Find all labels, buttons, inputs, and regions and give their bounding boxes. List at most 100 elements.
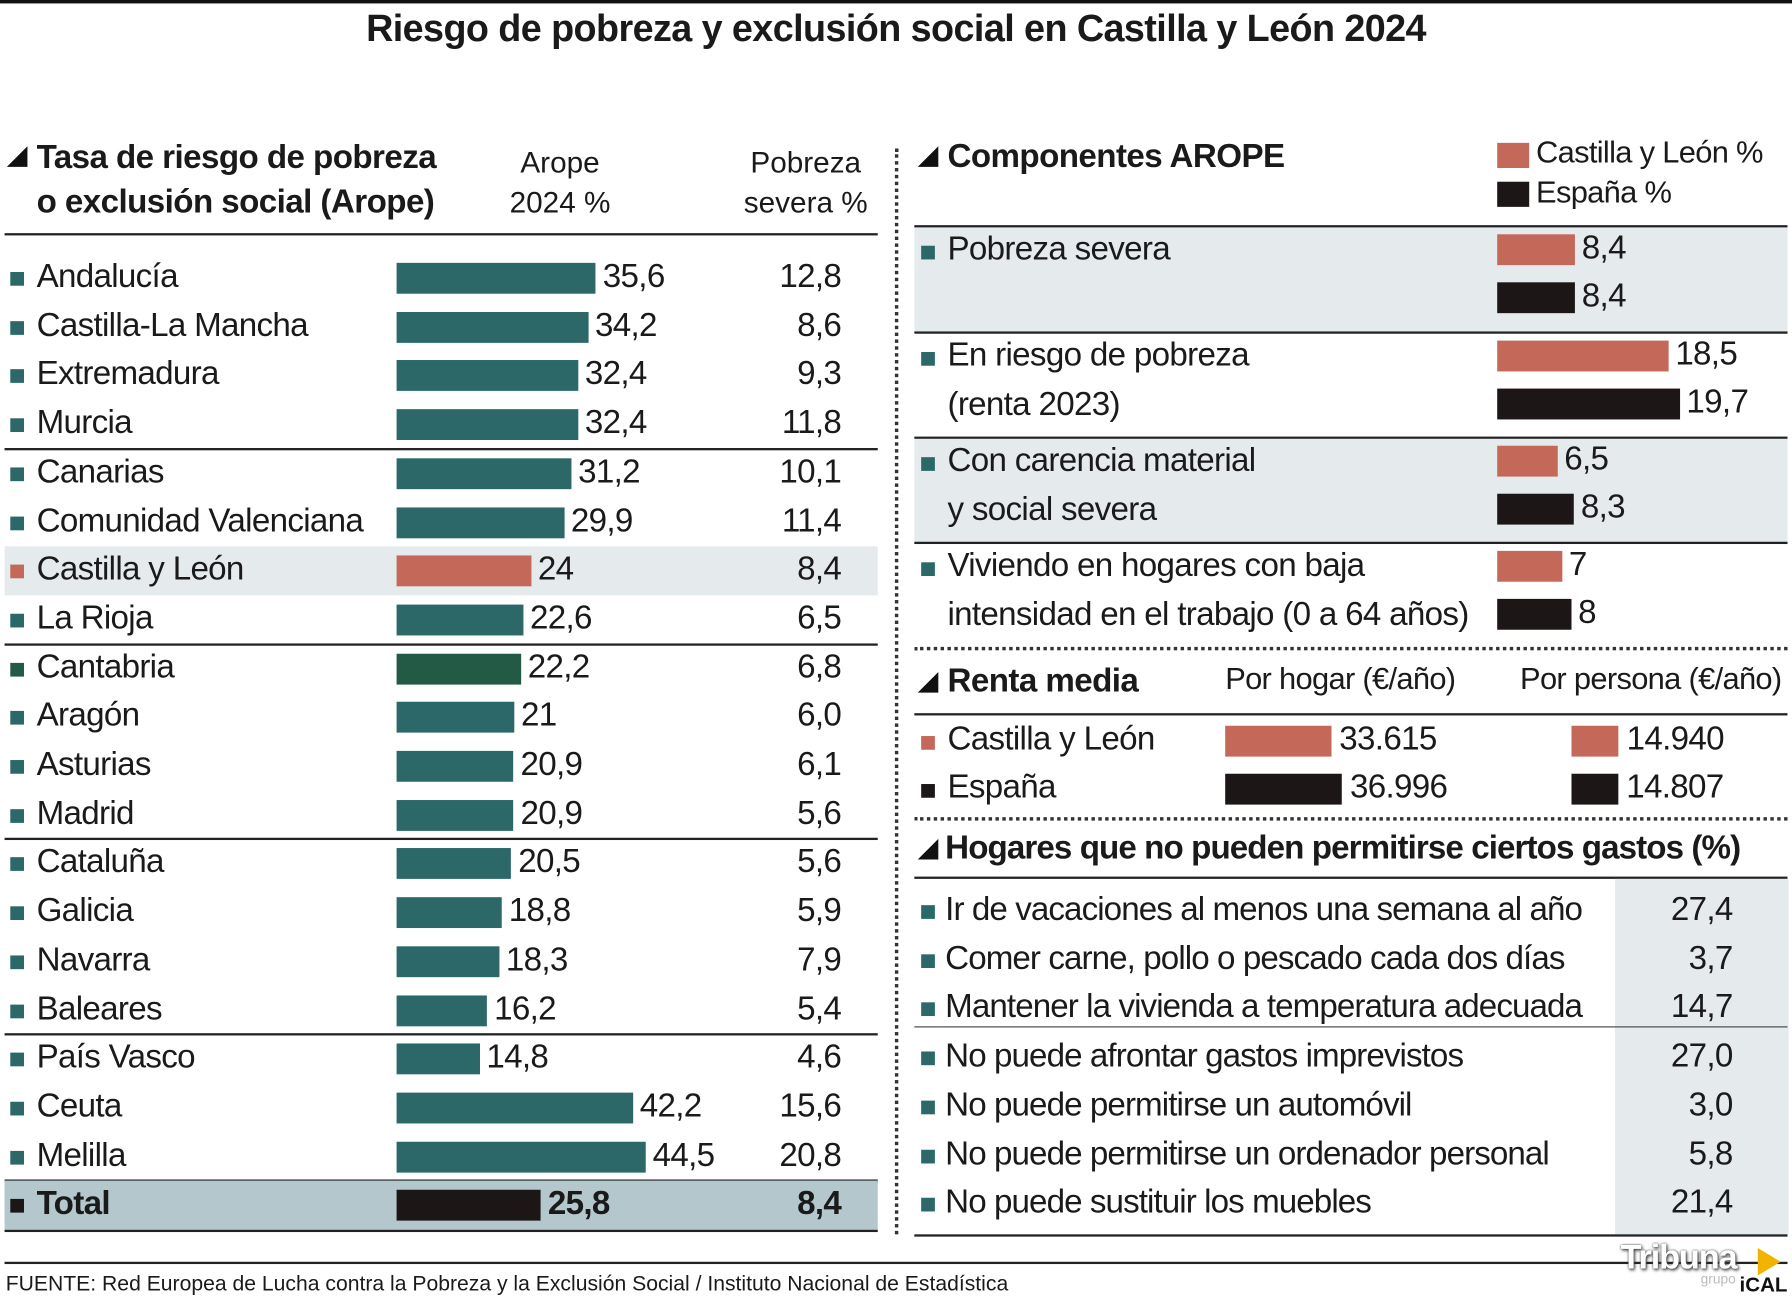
legend-square-icon — [10, 1101, 25, 1116]
expense-value: 27,0 — [1670, 1037, 1733, 1075]
renta-rule — [914, 713, 1788, 716]
severa-value: 5,6 — [797, 843, 842, 881]
region-name: País Vasco — [36, 1039, 196, 1076]
source-note: FUENTE: Red Europea de Lucha contra la P… — [5, 1270, 1009, 1295]
arope-bar — [396, 1190, 542, 1221]
legend-square-icon — [10, 760, 25, 774]
expense-value: 3,0 — [1688, 1086, 1734, 1124]
region-name: Total — [36, 1185, 111, 1223]
esp-bar — [1497, 493, 1575, 525]
legend-square-icon — [921, 784, 935, 798]
arope-bar — [396, 799, 514, 831]
legend-square-icon — [921, 245, 935, 260]
severa-col-header-1: Pobreza — [750, 145, 862, 180]
row-rule — [914, 541, 1788, 545]
triangle-icon — [917, 146, 939, 167]
cyl-bar — [1497, 340, 1669, 372]
expense-label: No puede permitirse un automóvil — [945, 1086, 1412, 1124]
row-shade — [914, 438, 1788, 542]
section-divider — [914, 817, 1788, 821]
components-heading: Componentes AROPE — [947, 138, 1285, 175]
group-rule — [4, 1033, 878, 1036]
expense-label: Comer carne, pollo o pescado cada dos dí… — [945, 940, 1565, 977]
arope-bar — [396, 653, 521, 685]
cyl-value: 8,4 — [1581, 229, 1627, 267]
legend-square-icon — [10, 808, 25, 823]
esp-bar — [1497, 388, 1680, 420]
legend-square-icon — [10, 564, 25, 579]
arope-value: 22,6 — [530, 599, 592, 637]
cyl-value: 18,5 — [1675, 336, 1738, 373]
component-label: Con carencia material — [947, 442, 1256, 479]
arope-value: 18,3 — [505, 941, 568, 979]
triangle-icon — [917, 672, 939, 693]
legend-square-icon — [921, 905, 935, 919]
expense-value: 3,7 — [1688, 940, 1734, 977]
region-name: Canarias — [36, 453, 165, 491]
legend-square-icon — [10, 711, 25, 725]
section-divider — [914, 646, 1788, 651]
component-label: Pobreza severa — [947, 230, 1171, 268]
legend-label-cyl: Castilla y León % — [1536, 134, 1763, 170]
legend-square-icon — [10, 272, 25, 286]
row-rule — [914, 436, 1788, 439]
region-name: Cantabria — [36, 648, 175, 686]
component-label-2: y social severa — [947, 491, 1157, 529]
arope-value: 20,9 — [520, 746, 583, 783]
expense-value: 5,8 — [1688, 1135, 1734, 1173]
severa-value: 8,4 — [797, 551, 842, 588]
left-heading-1: Tasa de riesgo de pobreza — [36, 139, 437, 177]
hogar-value: 36.996 — [1349, 769, 1448, 806]
component-label-2: intensidad en el trabajo (0 a 64 años) — [947, 596, 1469, 634]
legend-swatch-cyl — [1497, 142, 1530, 169]
arope-value: 24 — [537, 551, 574, 588]
page-title: Riesgo de pobreza y exclusión social en … — [366, 6, 1426, 50]
arope-value: 31,2 — [578, 453, 640, 491]
region-name: Comunidad Valenciana — [36, 502, 364, 539]
severa-value: 5,9 — [797, 892, 842, 930]
renta-col-persona: Por persona (€/año) — [1520, 661, 1782, 697]
region-name: Baleares — [36, 990, 163, 1027]
legend-square-icon — [10, 955, 25, 969]
legend-square-icon — [10, 857, 25, 872]
arope-bar — [396, 555, 531, 587]
row-rule — [914, 225, 1788, 228]
cyl-bar — [1497, 445, 1558, 477]
header-rule — [4, 233, 878, 236]
severa-value: 5,6 — [797, 795, 842, 832]
severa-value: 8,4 — [797, 1185, 842, 1223]
renta-heading: Renta media — [947, 662, 1139, 700]
group-rule — [4, 642, 878, 646]
group-rule — [4, 447, 878, 451]
region-name: Asturias — [36, 746, 152, 783]
severa-col-header-2: severa % — [743, 185, 868, 220]
legend-square-icon — [10, 1004, 25, 1018]
region-name: Aragón — [36, 697, 140, 735]
bottom-rule — [4, 1229, 878, 1233]
hogar-bar — [1225, 773, 1342, 805]
esp-value: 8 — [1578, 594, 1596, 631]
region-name: Galicia — [36, 892, 134, 930]
group-rule — [4, 838, 878, 841]
column-divider — [894, 148, 899, 1235]
severa-value: 4,6 — [797, 1039, 842, 1076]
renta-label: España — [947, 769, 1056, 806]
esp-bar — [1497, 282, 1575, 314]
esp-value: 19,7 — [1686, 384, 1749, 421]
severa-value: 12,8 — [779, 258, 842, 295]
expense-value: 14,7 — [1670, 989, 1733, 1026]
hogar-value: 33.615 — [1339, 721, 1437, 758]
values-shade — [1614, 878, 1789, 1235]
region-name: Castilla-La Mancha — [36, 307, 309, 344]
severa-value: 6,5 — [797, 599, 842, 637]
arope-col-header-2: 2024 % — [509, 185, 611, 220]
legend-square-icon — [921, 1149, 935, 1163]
arope-bar — [396, 946, 500, 977]
region-name: La Rioja — [36, 599, 154, 637]
expense-label: Ir de vacaciones al menos una semana al … — [945, 891, 1583, 929]
cyl-value: 7 — [1568, 546, 1587, 583]
arope-bar — [396, 458, 572, 489]
arope-bar — [396, 1092, 633, 1124]
tribuna-ical-logo: Tribuna grupo iCAL — [1620, 1238, 1788, 1297]
